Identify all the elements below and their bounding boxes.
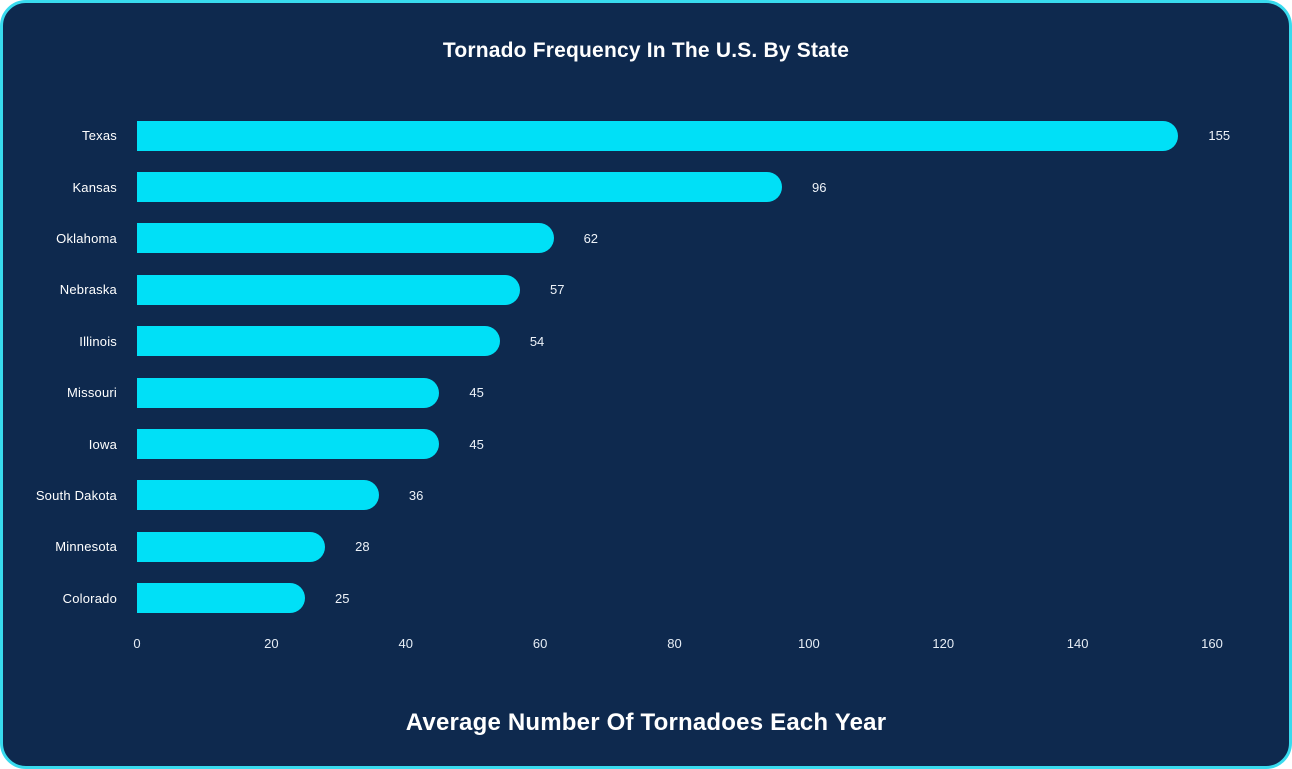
value-label: 45 (469, 385, 484, 401)
bar (137, 429, 440, 460)
bar-row: Oklahoma 62 (3, 213, 1289, 264)
bar-track: 155 (137, 120, 1230, 151)
x-axis-tick: 40 (398, 636, 413, 651)
bar-row: Texas 155 (3, 110, 1289, 161)
value-label: 96 (812, 179, 827, 195)
bar-row: Missouri 45 (3, 367, 1289, 418)
x-axis-tick: 0 (133, 636, 141, 651)
bar (137, 531, 326, 562)
bar (137, 480, 379, 511)
bar-track: 45 (137, 377, 1212, 408)
bar-row: Iowa 45 (3, 418, 1289, 469)
value-label: 25 (334, 590, 350, 606)
x-axis-tick: 60 (532, 636, 548, 651)
category-label: Minnesota (55, 539, 117, 555)
bar-row: Nebraska 57 (3, 264, 1289, 315)
x-axis-tick: 140 (1066, 636, 1089, 651)
category-label: Texas (82, 128, 117, 144)
x-axis-tick: 120 (932, 636, 955, 651)
x-axis-tick: 80 (667, 636, 682, 651)
value-label: 45 (469, 436, 484, 452)
category-label: Nebraska (59, 282, 117, 298)
value-label: 28 (355, 539, 370, 555)
value-label: 57 (549, 282, 565, 298)
bar (137, 583, 305, 614)
value-label: 54 (529, 333, 545, 349)
value-label: 36 (408, 487, 424, 503)
bar-track: 36 (137, 480, 1212, 511)
x-axis-tick: 20 (264, 636, 279, 651)
bar-row: Minnesota 28 (3, 521, 1289, 572)
value-label: 155 (1208, 128, 1231, 144)
chart-title: Tornado Frequency In The U.S. By State (442, 39, 850, 62)
x-axis: 0 20 40 60 80 100 120 140 160 (133, 636, 1222, 656)
category-label: Kansas (72, 179, 117, 195)
x-axis-label: Average Number Of Tornadoes Each Year (405, 709, 887, 736)
category-label: Iowa (88, 436, 117, 452)
bar (137, 274, 520, 305)
bar-track: 25 (137, 583, 1212, 614)
bar-row: Colorado 25 (3, 573, 1289, 624)
x-axis-tick: 100 (798, 636, 820, 651)
x-axis-tick: 160 (1201, 636, 1223, 651)
bar (137, 172, 782, 203)
bar-row: Illinois 54 (3, 316, 1289, 367)
bar-track: 45 (137, 429, 1212, 460)
bar-row: South Dakota 36 (3, 470, 1289, 521)
bar-track: 62 (137, 223, 1212, 254)
value-label: 62 (583, 230, 599, 246)
bar-track: 28 (137, 531, 1212, 562)
bar-track: 96 (137, 172, 1212, 203)
bar (137, 377, 440, 408)
bar (137, 326, 500, 357)
category-label: Missouri (67, 385, 117, 401)
bar-track: 57 (137, 274, 1212, 305)
category-label: Illinois (79, 333, 117, 349)
category-label: South Dakota (35, 487, 117, 503)
bar-row: Kansas 96 (3, 161, 1289, 212)
plot-area: Texas 155 Kansas 96 Oklahoma 62 Nebraska 57 Illi… (3, 110, 1289, 624)
category-label: Colorado (62, 590, 117, 606)
bar (137, 120, 1179, 151)
bar-track: 54 (137, 326, 1212, 357)
category-label: Oklahoma (56, 230, 117, 246)
bar (137, 223, 554, 254)
